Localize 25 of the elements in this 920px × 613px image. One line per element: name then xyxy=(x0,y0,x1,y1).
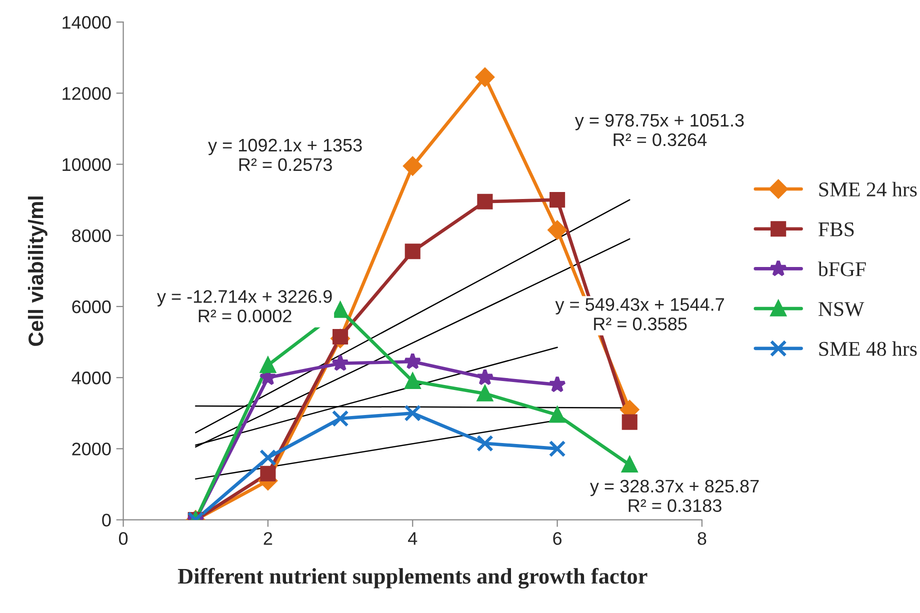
x-tick-label: 8 xyxy=(698,532,706,545)
legend-label: NSW xyxy=(818,302,864,316)
y-tick-label: 12000 xyxy=(62,87,111,100)
y-tick-label: 4000 xyxy=(72,372,111,384)
y-tick-label: 2000 xyxy=(72,442,111,456)
annotation: y = 978.75x + 1051.3 R² = 0.3264 xyxy=(574,114,744,146)
x-tick-label: 0 xyxy=(118,532,128,545)
legend-label: bFGF xyxy=(818,262,866,276)
y-tick-label: 8000 xyxy=(72,229,111,242)
x-tick-label: 6 xyxy=(553,532,562,545)
legend-label: FBS xyxy=(818,222,854,236)
y-axis-title: Cell viability/ml xyxy=(28,196,48,346)
y-tick-label: 10000 xyxy=(62,158,111,172)
y-tick-label: 0 xyxy=(102,514,111,527)
annotation: y = 328.37x + 825.87 R² = 0.3183 xyxy=(590,480,759,512)
x-tick-label: 2 xyxy=(264,532,272,545)
annotation: y = 549.43x + 1544.7 R² = 0.3585 xyxy=(555,298,724,330)
x-tick-label: 4 xyxy=(408,532,418,545)
legend-label: SME 48 hrs xyxy=(819,341,917,356)
annotation: y = -12.714x + 3226.9 R² = 0.0002 xyxy=(157,290,332,322)
x-axis-title: Different nutrient supplements and growth factor xyxy=(178,568,648,588)
y-tick-label: 6000 xyxy=(72,300,111,314)
annotation: y = 1092.1x + 1353 R² = 0.2573 xyxy=(208,138,362,172)
y-tick-label: 14000 xyxy=(62,16,111,29)
legend-label: SME 24 hrs xyxy=(819,182,917,197)
